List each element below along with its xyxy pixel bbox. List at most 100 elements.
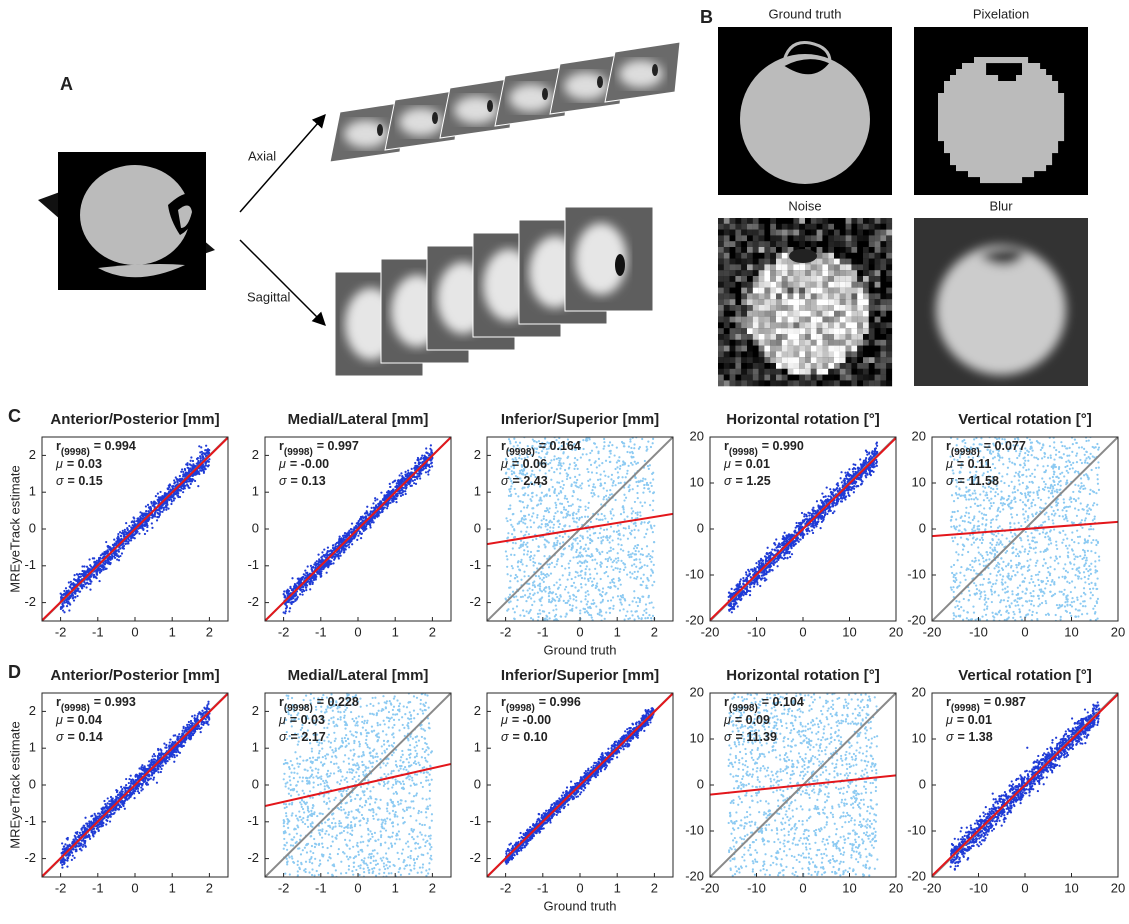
scatter-point: [419, 461, 422, 464]
scatter-point: [318, 571, 321, 574]
scatter-point: [574, 576, 577, 579]
noise-pixel: [816, 281, 823, 288]
noise-pixel: [758, 293, 765, 300]
noise-pixel: [787, 264, 794, 271]
pixel: [1022, 69, 1029, 76]
scatter-point: [548, 617, 551, 620]
noise-pixel: [723, 235, 730, 242]
pixel: [962, 63, 969, 70]
pixel: [962, 117, 969, 124]
pixel: [1046, 153, 1053, 160]
noise-pixel: [764, 293, 771, 300]
scatter-point: [634, 476, 637, 479]
scatter-point: [520, 463, 523, 467]
noise-pixel: [747, 328, 753, 335]
pixel: [956, 87, 963, 94]
scatter-point: [372, 516, 376, 519]
pixel: [962, 99, 969, 106]
scatter-point: [417, 462, 420, 465]
scatter-point: [359, 517, 363, 520]
scatter-point: [558, 481, 561, 484]
scatter-point: [568, 545, 571, 548]
scatter-point: [429, 459, 432, 462]
scatter-point: [166, 503, 169, 506]
scatter-point: [542, 588, 546, 592]
pixel: [1010, 153, 1017, 160]
noise-pixel: [764, 363, 771, 369]
scatter-point: [106, 559, 109, 562]
noise-pixel: [718, 287, 724, 294]
pixel: [1028, 165, 1035, 172]
noise-pixel: [741, 252, 748, 259]
scatter-point: [386, 505, 389, 508]
scatter-point: [537, 615, 540, 619]
scatter-point: [337, 555, 340, 558]
scatter-point: [186, 472, 190, 475]
scatter-point: [352, 528, 355, 531]
pixel: [974, 147, 981, 154]
scatter-point: [608, 493, 612, 496]
noise-pixel: [747, 322, 753, 329]
scatter-point: [509, 580, 512, 583]
scatter-point: [532, 507, 535, 510]
noise-pixel: [781, 235, 788, 242]
scatter-point: [640, 547, 644, 550]
noise-pixel: [776, 252, 782, 259]
noise-pixel: [805, 276, 811, 282]
scatter-point: [599, 561, 602, 564]
pixel: [974, 171, 981, 178]
scatter-point: [624, 614, 628, 617]
scatter-point: [285, 604, 288, 608]
pixel: [1022, 105, 1029, 112]
scatter-point: [584, 595, 587, 598]
pixel: [980, 123, 987, 130]
scatter-point: [542, 576, 545, 580]
scatter-point: [527, 574, 530, 578]
noise-pixel: [747, 281, 753, 288]
noise-pixel: [857, 276, 864, 282]
scatter-point: [563, 468, 567, 472]
scatter-point: [289, 592, 292, 595]
scatter-point: [159, 510, 162, 513]
scatter-point: [344, 535, 347, 538]
noise-pixel: [822, 235, 829, 242]
pixel: [974, 93, 981, 100]
scatter-point: [101, 553, 104, 556]
scatter-point: [360, 532, 363, 535]
noise-pixel: [787, 380, 794, 387]
pixel: [992, 75, 999, 82]
scatter-point: [153, 515, 157, 518]
pixel: [974, 105, 981, 112]
scatter-point: [622, 508, 625, 511]
panel-label: B: [700, 7, 713, 27]
pixel: [1022, 99, 1029, 106]
pixel: [992, 117, 999, 124]
pixel: [950, 111, 957, 118]
pixel: [1022, 117, 1029, 124]
noise-pixel: [793, 339, 800, 346]
pixel: [992, 57, 999, 64]
noise-pixel: [816, 357, 823, 364]
scatter-point: [142, 512, 145, 515]
noise-pixel: [857, 258, 864, 265]
scatter-point: [123, 533, 127, 536]
scatter-point: [107, 546, 110, 549]
scatter-point: [341, 547, 344, 550]
scatter-point: [633, 500, 637, 504]
noise-pixel: [787, 247, 794, 253]
noise-pixel: [816, 258, 823, 265]
pixel: [992, 177, 999, 184]
scatter-point: [191, 480, 194, 483]
scatter-point: [83, 581, 86, 584]
noise-pixel: [799, 235, 806, 242]
scatter-point: [71, 594, 74, 597]
scatter-point: [600, 484, 603, 487]
slice-lens: [652, 64, 658, 76]
noise-pixel: [851, 345, 858, 352]
scatter-point: [427, 473, 430, 476]
pixel: [1022, 123, 1029, 130]
slice-eye: [344, 120, 388, 148]
scatter-point: [326, 553, 329, 556]
noise-pixel: [822, 252, 829, 259]
